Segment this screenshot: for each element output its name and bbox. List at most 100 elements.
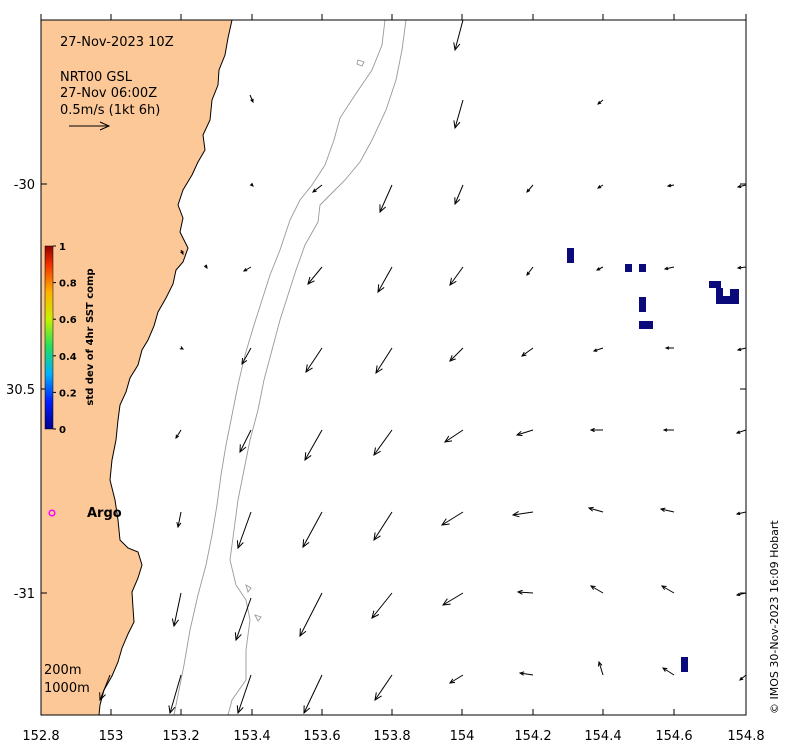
x-axis-ticks: 152.8 153 153.2 153.4 153.6 153.8 154 154.2 154.…	[22, 14, 765, 744]
colorbar-tick-label: 0.4	[59, 352, 77, 363]
current-arrow	[587, 506, 604, 513]
land-area	[41, 20, 233, 715]
current-arrow	[373, 429, 393, 456]
current-arrow	[379, 184, 393, 214]
current-arrow	[526, 266, 534, 276]
current-arrow	[168, 674, 182, 715]
current-arrow	[736, 265, 746, 270]
current-arrow	[449, 347, 464, 362]
y-axis-ticks: -30 30.5 -31	[6, 178, 746, 602]
x-tick-label: 153.8	[373, 729, 410, 744]
current-arrow	[440, 511, 464, 526]
y-tick-label: 30.5	[6, 383, 35, 398]
current-arrow	[176, 511, 182, 529]
current-arrow	[662, 428, 674, 432]
current-arrow	[526, 184, 534, 193]
colorbar-tick-label: 0.8	[59, 279, 77, 290]
current-arrow	[589, 585, 604, 594]
current-arrow	[305, 347, 323, 374]
current-arrow	[515, 429, 534, 437]
x-tick-label: 154.2	[514, 729, 551, 744]
colorbar-label: std dev of 4hr SST comp	[85, 268, 96, 405]
current-arrow	[304, 429, 323, 462]
current-arrow	[239, 429, 252, 454]
current-arrow	[659, 507, 675, 513]
current-arrow	[596, 184, 604, 189]
current-arrow	[454, 184, 464, 206]
contour-200m	[173, 20, 386, 715]
colorbar	[44, 245, 54, 430]
current-arrow	[736, 184, 746, 189]
current-arrow	[595, 266, 604, 271]
current-arrow	[511, 510, 534, 518]
depth-legend-1000m: 1000m	[44, 681, 90, 696]
x-tick-label: 154.6	[655, 729, 692, 744]
arrow-scale-label: 0.5m/s (1kt 6h)	[60, 103, 160, 118]
current-arrow	[236, 511, 252, 550]
current-arrow	[371, 592, 393, 619]
current-arrow	[735, 429, 746, 434]
current-arrow	[373, 511, 393, 542]
current-arrow	[660, 585, 675, 594]
current-arrow	[516, 589, 534, 595]
x-tick-label: 152.8	[22, 729, 59, 744]
product-time-label: 27-Nov 06:00Z	[60, 86, 157, 101]
x-tick-label: 153.2	[162, 729, 199, 744]
colorbar-tick-label: 1	[59, 242, 66, 253]
depth-legend-200m: 200m	[44, 663, 81, 678]
current-arrow	[179, 346, 185, 350]
current-arrow	[448, 674, 464, 684]
current-arrow	[234, 597, 252, 642]
colorbar-tick-label: 0.2	[59, 388, 77, 399]
contour-1000m	[227, 20, 407, 715]
current-arrow	[377, 266, 393, 294]
y-tick-label: -31	[14, 587, 35, 602]
current-arrow	[453, 20, 464, 52]
current-arrow	[441, 592, 464, 606]
current-arrow	[302, 511, 323, 549]
x-tick-label: 153.4	[233, 729, 270, 744]
colorbar-tick-label: 0	[59, 425, 66, 436]
current-arrow	[312, 184, 323, 193]
current-arrow	[449, 266, 464, 286]
current-arrow	[375, 347, 393, 375]
scale-arrow	[69, 121, 111, 131]
current-arrow	[521, 347, 534, 357]
current-arrow	[666, 183, 675, 188]
x-tick-label: 154	[450, 729, 475, 744]
current-arrow	[175, 429, 182, 440]
sst-anomaly-cells	[567, 248, 739, 672]
credit-text: © IMOS 30-Nov-2023 16:09 Hobart	[768, 520, 781, 714]
current-arrow	[374, 674, 393, 702]
y-tick-label: -30	[14, 178, 35, 193]
current-arrow	[518, 671, 534, 676]
contour-detail	[245, 59, 365, 622]
colorbar-ticks: 1 0.8 0.6 0.4 0.2 0	[53, 242, 77, 436]
current-arrow	[99, 674, 111, 702]
current-arrow	[242, 266, 252, 272]
datetime-label: 27-Nov-2023 10Z	[60, 35, 174, 50]
x-tick-label: 153.6	[303, 729, 340, 744]
current-arrow	[303, 674, 323, 715]
current-arrow	[597, 99, 604, 105]
current-arrow	[203, 264, 208, 270]
current-arrow	[664, 346, 674, 350]
current-arrow	[241, 347, 252, 366]
current-arrow	[307, 266, 323, 285]
current-arrow	[592, 347, 604, 352]
current-arrow	[735, 511, 746, 516]
current-arrow	[739, 674, 746, 681]
x-tick-label: 153	[99, 729, 124, 744]
current-arrow	[589, 427, 603, 433]
current-arrow	[249, 182, 254, 187]
current-arrow	[249, 94, 254, 104]
current-arrow	[736, 347, 746, 352]
x-tick-label: 154.8	[727, 729, 764, 744]
x-tick-label: 154.4	[584, 729, 621, 744]
colorbar-tick-label: 0.6	[59, 315, 77, 326]
current-arrow	[443, 429, 464, 443]
current-arrow	[597, 660, 604, 676]
current-arrow	[663, 266, 675, 271]
current-vector-field	[99, 20, 746, 715]
